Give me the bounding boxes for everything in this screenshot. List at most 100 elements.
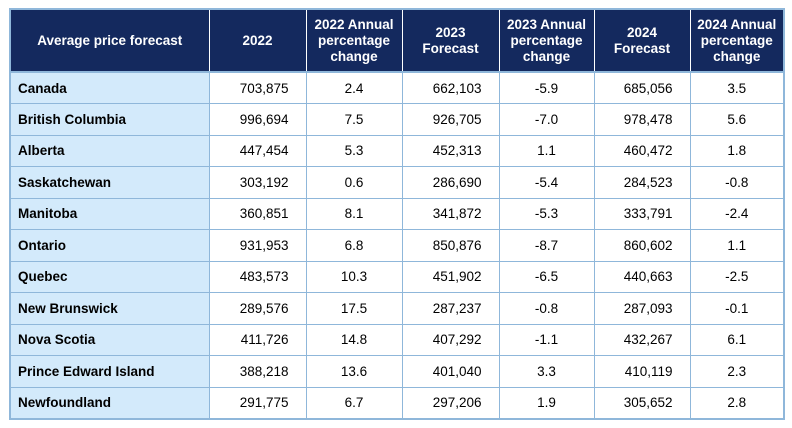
region-cell: Prince Edward Island: [9, 355, 210, 388]
price-2022-cell: 483,573: [208, 260, 307, 293]
change-2023-cell: 1.1: [498, 134, 595, 167]
forecast-2023-cell: 452,313: [401, 134, 500, 167]
column-header-2022-change[interactable]: 2022 Annual percentage change: [305, 8, 403, 73]
forecast-2024-cell: 440,663: [593, 260, 691, 293]
change-2022-cell: 10.3: [305, 260, 403, 293]
price-2022-cell: 388,218: [208, 355, 307, 388]
table-row: Quebec 483,573 10.3 451,902 -6.5 440,663…: [9, 260, 785, 293]
forecast-2023-cell: 451,902: [401, 260, 500, 293]
table-row: Saskatchewan 303,192 0.6 286,690 -5.4 28…: [9, 166, 785, 199]
change-2022-cell: 0.6: [305, 166, 403, 199]
table-row: Canada 703,875 2.4 662,103 -5.9 685,056 …: [9, 71, 785, 104]
change-2024-cell: -0.8: [689, 166, 785, 199]
price-2022-cell: 289,576: [208, 292, 307, 325]
table-row: British Columbia 996,694 7.5 926,705 -7.…: [9, 103, 785, 136]
forecast-2024-cell: 432,267: [593, 323, 691, 356]
forecast-2024-cell: 860,602: [593, 229, 691, 262]
change-2022-cell: 2.4: [305, 71, 403, 104]
change-2023-cell: -1.1: [498, 323, 595, 356]
region-cell: Quebec: [9, 260, 210, 293]
change-2023-cell: 3.3: [498, 355, 595, 388]
forecast-2024-cell: 685,056: [593, 71, 691, 104]
change-2024-cell: 2.3: [689, 355, 785, 388]
change-2022-cell: 13.6: [305, 355, 403, 388]
price-2022-cell: 411,726: [208, 323, 307, 356]
forecast-2024-cell: 305,652: [593, 386, 691, 420]
column-header-region[interactable]: Average price forecast: [9, 8, 210, 73]
price-2022-cell: 291,775: [208, 386, 307, 420]
header-row: Average price forecast 2022 2022 Annual …: [9, 8, 785, 73]
change-2024-cell: 5.6: [689, 103, 785, 136]
region-cell: Canada: [9, 71, 210, 104]
change-2023-cell: -5.9: [498, 71, 595, 104]
table-row: New Brunswick 289,576 17.5 287,237 -0.8 …: [9, 292, 785, 325]
price-forecast-table: Average price forecast 2022 2022 Annual …: [9, 8, 785, 420]
table-row: Nova Scotia 411,726 14.8 407,292 -1.1 43…: [9, 323, 785, 356]
forecast-2023-cell: 407,292: [401, 323, 500, 356]
change-2022-cell: 7.5: [305, 103, 403, 136]
change-2022-cell: 6.7: [305, 386, 403, 420]
table-row: Manitoba 360,851 8.1 341,872 -5.3 333,79…: [9, 197, 785, 230]
forecast-2024-cell: 284,523: [593, 166, 691, 199]
change-2023-cell: -0.8: [498, 292, 595, 325]
change-2023-cell: 1.9: [498, 386, 595, 420]
change-2024-cell: 6.1: [689, 323, 785, 356]
table-row: Prince Edward Island 388,218 13.6 401,04…: [9, 355, 785, 388]
change-2022-cell: 8.1: [305, 197, 403, 230]
column-header-2024-forecast[interactable]: 2024 Forecast: [593, 8, 691, 73]
column-header-2023-change[interactable]: 2023 Annual percentage change: [498, 8, 595, 73]
table-row: Alberta 447,454 5.3 452,313 1.1 460,472 …: [9, 134, 785, 167]
table-row: Newfoundland 291,775 6.7 297,206 1.9 305…: [9, 386, 785, 420]
change-2023-cell: -6.5: [498, 260, 595, 293]
region-cell: Saskatchewan: [9, 166, 210, 199]
table-header: Average price forecast 2022 2022 Annual …: [9, 8, 785, 73]
forecast-2023-cell: 850,876: [401, 229, 500, 262]
price-forecast-table-container: Average price forecast 2022 2022 Annual …: [9, 8, 785, 421]
forecast-2024-cell: 978,478: [593, 103, 691, 136]
change-2024-cell: 2.8: [689, 386, 785, 420]
price-2022-cell: 931,953: [208, 229, 307, 262]
region-cell: Newfoundland: [9, 386, 210, 420]
change-2022-cell: 6.8: [305, 229, 403, 262]
table-body: Canada 703,875 2.4 662,103 -5.9 685,056 …: [9, 71, 785, 420]
region-cell: Ontario: [9, 229, 210, 262]
forecast-2024-cell: 287,093: [593, 292, 691, 325]
region-cell: Alberta: [9, 134, 210, 167]
change-2024-cell: -2.5: [689, 260, 785, 293]
change-2024-cell: -0.1: [689, 292, 785, 325]
region-cell: Nova Scotia: [9, 323, 210, 356]
change-2022-cell: 17.5: [305, 292, 403, 325]
price-2022-cell: 703,875: [208, 71, 307, 104]
column-header-2022[interactable]: 2022: [208, 8, 307, 73]
change-2022-cell: 14.8: [305, 323, 403, 356]
change-2024-cell: 1.1: [689, 229, 785, 262]
change-2022-cell: 5.3: [305, 134, 403, 167]
region-cell: New Brunswick: [9, 292, 210, 325]
forecast-2024-cell: 460,472: [593, 134, 691, 167]
forecast-2023-cell: 401,040: [401, 355, 500, 388]
change-2023-cell: -7.0: [498, 103, 595, 136]
forecast-2024-cell: 410,119: [593, 355, 691, 388]
price-2022-cell: 303,192: [208, 166, 307, 199]
column-header-2024-change[interactable]: 2024 Annual percentage change: [689, 8, 785, 73]
price-2022-cell: 996,694: [208, 103, 307, 136]
change-2024-cell: 1.8: [689, 134, 785, 167]
forecast-2023-cell: 662,103: [401, 71, 500, 104]
column-header-2023-forecast[interactable]: 2023 Forecast: [401, 8, 500, 73]
change-2024-cell: -2.4: [689, 197, 785, 230]
price-2022-cell: 447,454: [208, 134, 307, 167]
forecast-2023-cell: 926,705: [401, 103, 500, 136]
change-2023-cell: -5.4: [498, 166, 595, 199]
forecast-2023-cell: 286,690: [401, 166, 500, 199]
forecast-2024-cell: 333,791: [593, 197, 691, 230]
change-2024-cell: 3.5: [689, 71, 785, 104]
table-row: Ontario 931,953 6.8 850,876 -8.7 860,602…: [9, 229, 785, 262]
forecast-2023-cell: 341,872: [401, 197, 500, 230]
forecast-2023-cell: 297,206: [401, 386, 500, 420]
region-cell: British Columbia: [9, 103, 210, 136]
change-2023-cell: -8.7: [498, 229, 595, 262]
price-2022-cell: 360,851: [208, 197, 307, 230]
forecast-2023-cell: 287,237: [401, 292, 500, 325]
change-2023-cell: -5.3: [498, 197, 595, 230]
region-cell: Manitoba: [9, 197, 210, 230]
